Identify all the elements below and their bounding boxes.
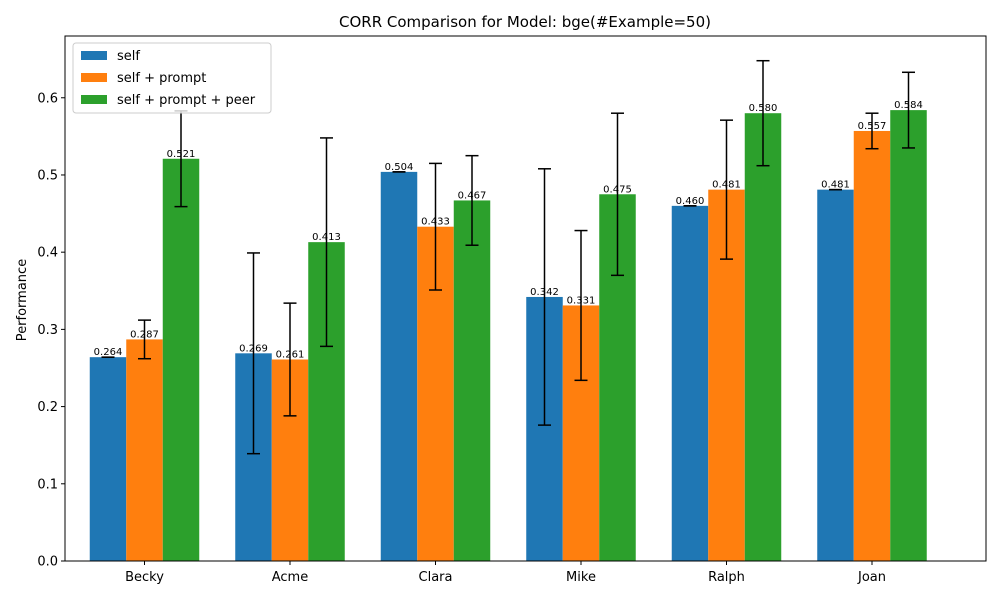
y-tick-label: 0.1 (37, 477, 58, 492)
data-label: 0.413 (312, 232, 341, 243)
bar (817, 189, 854, 561)
x-tick-label: Becky (125, 570, 164, 585)
x-tick-label: Joan (857, 570, 886, 585)
y-axis-label: Performance (15, 259, 30, 341)
y-tick-label: 0.0 (37, 555, 58, 570)
data-label: 0.467 (458, 190, 487, 201)
legend-label: self + prompt + peer (117, 93, 256, 108)
bar (162, 158, 200, 561)
y-tick-label: 0.6 (37, 91, 58, 106)
bar (853, 130, 891, 561)
data-label: 0.557 (858, 121, 887, 132)
error-bars-layer (101, 59, 915, 455)
bar (126, 339, 163, 561)
legend-swatch (81, 73, 107, 82)
y-tick-label: 0.4 (37, 246, 58, 261)
bar (890, 110, 927, 561)
data-label: 0.331 (567, 295, 596, 306)
data-label: 0.264 (94, 347, 123, 358)
data-label: 0.481 (821, 180, 850, 191)
bars-layer (89, 110, 927, 562)
data-label: 0.481 (712, 180, 741, 191)
x-tick-label: Mike (566, 570, 596, 585)
y-tick-label: 0.3 (37, 323, 58, 338)
data-label: 0.475 (603, 184, 632, 195)
x-tick-label: Clara (419, 570, 453, 585)
legend-swatch (81, 51, 107, 60)
data-label: 0.342 (530, 287, 559, 298)
data-label: 0.261 (276, 349, 305, 360)
legend-box (72, 42, 272, 114)
legend: self self + prompt self + prompt + peer (72, 42, 272, 114)
data-label: 0.433 (421, 217, 450, 228)
legend-label: self + prompt (117, 71, 206, 86)
data-label: 0.580 (749, 103, 778, 114)
data-label: 0.521 (167, 149, 196, 160)
bar (89, 357, 127, 561)
chart-title: CORR Comparison for Model: bge(#Example=… (339, 13, 711, 31)
data-label: 0.584 (894, 100, 923, 111)
data-label: 0.269 (239, 343, 268, 354)
plot-frame (64, 35, 987, 562)
y-axis-ticks: 0.0 0.1 0.2 0.3 0.4 0.5 0.6 (37, 91, 65, 570)
x-tick-label: Acme (272, 570, 308, 585)
data-labels-layer: 0.264 0.269 0.504 0.342 0.460 0.481 0.287 0.261… (94, 100, 923, 360)
bar (671, 205, 709, 561)
y-tick-label: 0.2 (37, 400, 58, 415)
bar (380, 171, 418, 561)
y-tick-label: 0.5 (37, 168, 58, 183)
bar (744, 113, 782, 562)
data-label: 0.287 (130, 329, 159, 340)
data-label: 0.504 (385, 162, 414, 173)
x-axis-ticks: Becky Acme Clara Mike Ralph Joan (125, 561, 886, 585)
legend-label: self (117, 49, 140, 64)
data-label: 0.460 (676, 196, 705, 207)
x-tick-label: Ralph (708, 570, 745, 585)
legend-swatch (81, 95, 107, 104)
bar (453, 200, 491, 561)
